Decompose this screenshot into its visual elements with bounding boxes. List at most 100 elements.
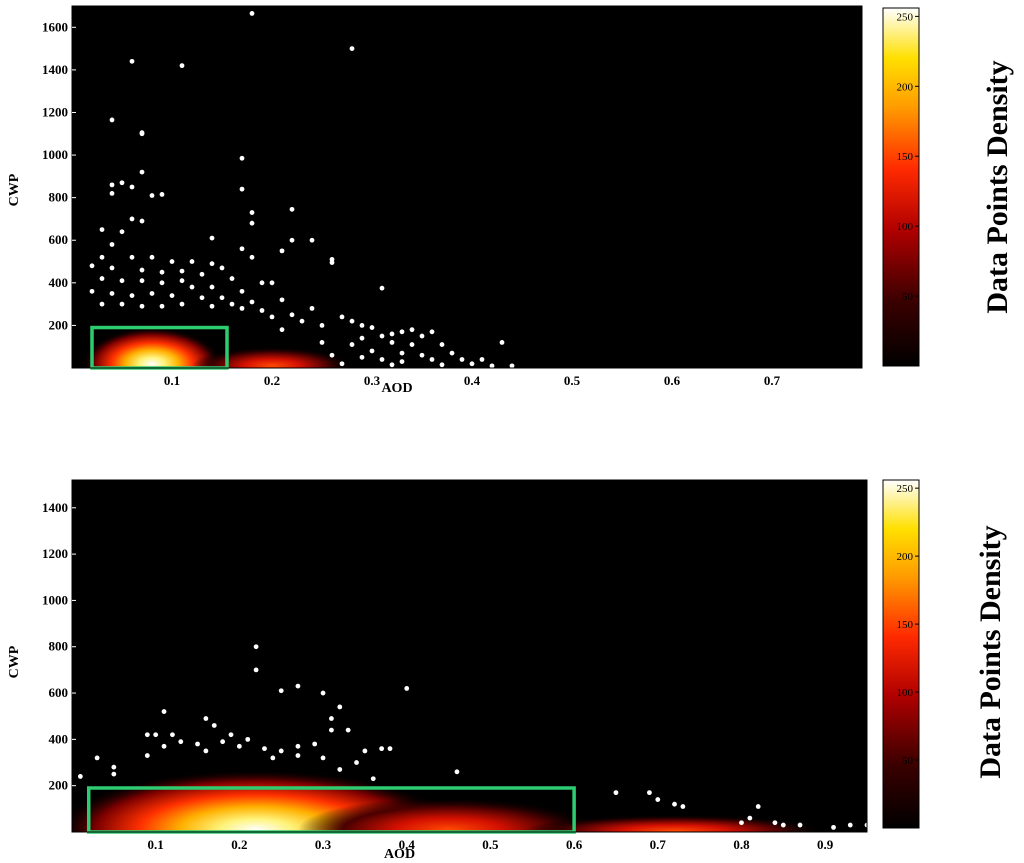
data-point	[359, 354, 365, 360]
data-point	[379, 333, 385, 339]
data-point	[389, 362, 395, 368]
data-point	[337, 767, 343, 772]
data-point	[94, 755, 100, 761]
data-point	[109, 265, 115, 271]
data-point	[680, 804, 686, 809]
data-point	[249, 210, 255, 215]
data-point	[211, 723, 217, 728]
data-point	[129, 184, 135, 190]
colorbar	[882, 479, 920, 829]
data-point	[419, 352, 425, 358]
data-point	[89, 263, 95, 269]
colorbar-tick-label: 100	[897, 687, 914, 699]
data-point	[831, 824, 836, 830]
y-tick-label: 1600	[42, 19, 68, 34]
x-tick-label: 0.7	[764, 373, 781, 388]
data-point	[439, 362, 445, 368]
data-point	[229, 301, 235, 307]
data-point	[99, 301, 105, 307]
data-point	[329, 716, 334, 721]
data-point	[278, 748, 284, 754]
data-point	[159, 280, 165, 286]
data-point	[389, 331, 395, 337]
data-point	[249, 11, 255, 16]
x-tick-label: 0.8	[733, 837, 750, 852]
x-tick-label: 0.2	[264, 373, 280, 388]
x-tick-label: 0.9	[817, 837, 834, 852]
density-blob	[192, 346, 352, 368]
y-tick-label: 1200	[42, 546, 68, 561]
data-point	[370, 776, 376, 782]
colorbar-label: Data Points Density	[974, 525, 1007, 778]
data-point	[295, 753, 301, 758]
data-point	[449, 350, 455, 356]
data-point	[249, 254, 255, 260]
data-point	[179, 63, 185, 69]
data-point	[220, 739, 226, 745]
data-point	[249, 220, 255, 226]
data-point	[169, 259, 175, 264]
data-point	[409, 342, 415, 347]
chart-top: 200 400 600 800 1000 1200 1400 1600 0.1 0.2 0.3 0.4…	[7, 5, 1014, 396]
data-point	[139, 267, 145, 273]
data-point	[289, 237, 295, 243]
x-tick-label: 0.5	[564, 373, 581, 388]
data-point	[209, 261, 215, 267]
data-point	[289, 206, 295, 212]
scatter-series	[89, 11, 515, 369]
data-point	[245, 736, 251, 742]
data-point	[189, 259, 195, 264]
data-point	[129, 293, 135, 298]
y-tick-label: 1400	[42, 62, 68, 77]
data-point	[149, 193, 155, 198]
data-point	[329, 727, 334, 733]
data-point	[847, 822, 853, 828]
data-point	[139, 131, 145, 137]
data-point	[99, 254, 105, 260]
data-point	[359, 323, 365, 328]
data-point	[129, 216, 135, 222]
data-point	[109, 242, 115, 247]
data-point	[203, 716, 209, 721]
data-point	[349, 318, 355, 324]
data-point	[109, 182, 115, 188]
data-point	[129, 58, 135, 64]
data-point	[99, 276, 105, 281]
data-point	[239, 186, 245, 192]
data-point	[229, 276, 235, 281]
axes-frame	[71, 5, 863, 369]
data-point	[139, 303, 145, 309]
data-point	[149, 254, 155, 260]
data-point	[299, 318, 305, 324]
data-point	[269, 280, 275, 286]
data-point	[209, 235, 215, 241]
x-axis-label: AOD	[381, 381, 412, 396]
data-point	[228, 732, 234, 738]
data-point	[772, 820, 778, 826]
data-point	[278, 688, 284, 694]
data-point	[119, 278, 125, 284]
x-tick-label: 0.1	[148, 837, 164, 852]
data-point	[203, 748, 209, 754]
data-point	[295, 743, 301, 749]
data-point	[469, 361, 475, 367]
data-point	[339, 314, 345, 320]
data-point	[739, 820, 744, 826]
y-tick-label: 800	[49, 639, 69, 654]
data-point	[159, 303, 165, 309]
data-point	[404, 686, 410, 691]
data-point	[755, 804, 761, 809]
data-point	[320, 755, 326, 761]
data-point	[109, 190, 115, 196]
data-point	[209, 303, 215, 309]
data-point	[178, 739, 184, 745]
x-tick-label: 0.5	[482, 837, 499, 852]
data-point	[109, 117, 115, 123]
data-point	[179, 278, 185, 284]
data-point	[459, 357, 465, 362]
y-tick-label: 600	[49, 232, 69, 247]
data-point	[389, 340, 395, 345]
data-point	[329, 260, 335, 265]
data-point	[209, 284, 215, 290]
colorbar-tick-label: 250	[897, 11, 914, 23]
